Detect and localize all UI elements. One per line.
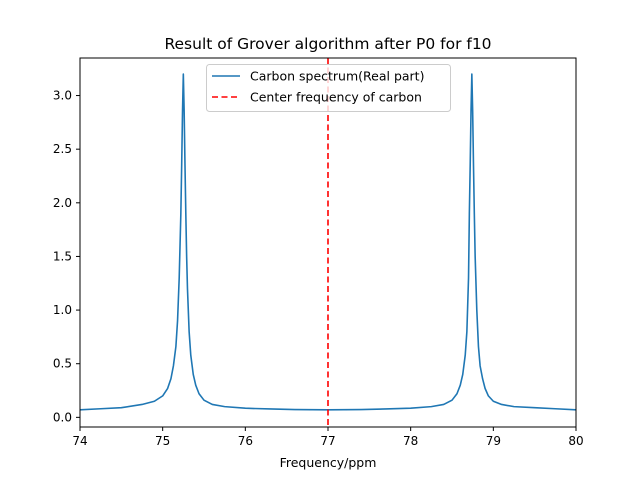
legend: Carbon spectrum(Real part) Center freque… [206, 64, 451, 112]
y-axis-ticks: 0.0 0.5 1.0 1.5 2.0 2.5 3.0 [53, 89, 80, 424]
y-tick-label: 2.0 [53, 196, 72, 210]
x-tick-label: 77 [320, 434, 335, 448]
y-tick-label: 1.0 [53, 303, 72, 317]
x-tick-label: 80 [568, 434, 583, 448]
axes-frame [79, 57, 577, 428]
legend-box [206, 64, 451, 112]
x-tick-label: 74 [72, 434, 87, 448]
x-tick-label: 79 [486, 434, 501, 448]
y-tick-label: 3.0 [53, 89, 72, 103]
y-tick-label: 0.5 [53, 357, 72, 371]
chart-title: Result of Grover algorithm after P0 for … [164, 35, 491, 53]
y-tick-label: 2.5 [53, 142, 72, 156]
x-axis-label: Frequency/ppm [280, 455, 377, 470]
x-tick-label: 76 [238, 434, 253, 448]
plot-area [79, 58, 577, 427]
y-tick-label: 1.5 [53, 249, 72, 263]
legend-entry-spectrum: Carbon spectrum(Real part) [250, 69, 424, 84]
x-axis-ticks: 74 75 76 77 78 79 80 [72, 427, 584, 448]
x-tick-label: 78 [403, 434, 418, 448]
x-tick-label: 75 [155, 434, 170, 448]
y-tick-label: 0.0 [53, 410, 72, 424]
legend-entry-center-frequency: Center frequency of carbon [250, 90, 422, 105]
